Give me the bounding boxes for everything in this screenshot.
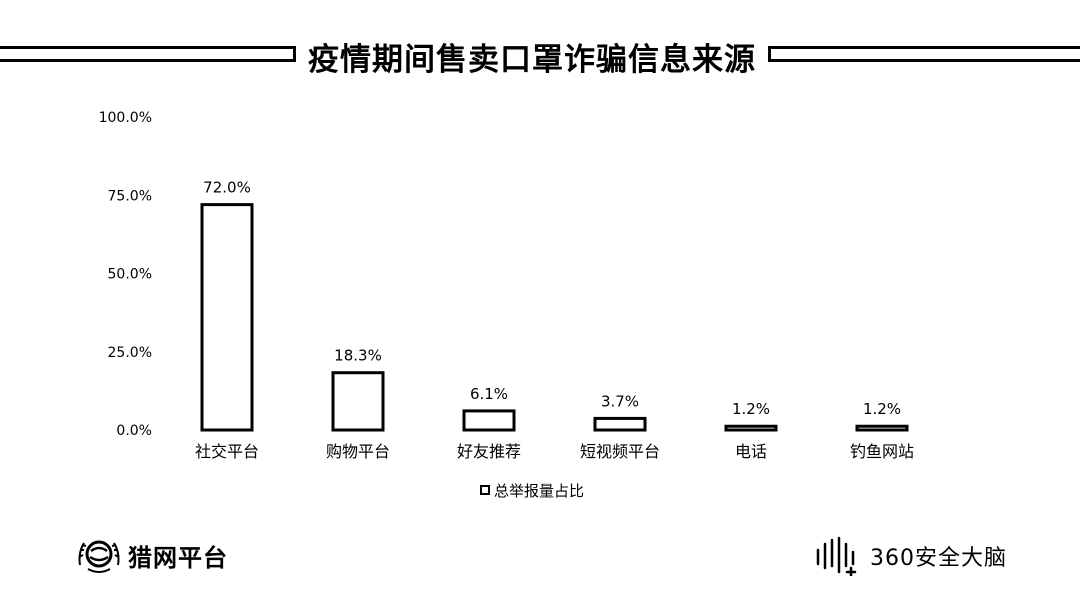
bar (331, 371, 385, 432)
bar (200, 203, 254, 432)
x-tick-label: 电话 (735, 442, 767, 461)
data-label: 1.2% (732, 400, 770, 418)
y-tick-label: 75.0% (108, 188, 152, 204)
globe-emblem-icon (78, 540, 120, 573)
lieWang-logo: 猎网平台 (74, 535, 228, 575)
brain-bars-icon (816, 536, 857, 576)
y-tick-label: 25.0% (108, 345, 152, 361)
bar (593, 416, 647, 432)
logo-left-name: 猎网平台 (128, 543, 228, 572)
data-label: 6.1% (470, 385, 508, 403)
x-tick-label: 短视频平台 (580, 442, 660, 461)
brain360-logo: 360安全大脑 (814, 536, 1007, 576)
y-tick-label: 50.0% (108, 267, 152, 283)
data-label: 18.3% (334, 347, 382, 365)
x-tick-label: 钓鱼网站 (850, 442, 914, 461)
y-tick-label: 100.0% (99, 110, 152, 126)
x-tick-label: 好友推荐 (457, 442, 521, 461)
data-label: 3.7% (601, 392, 639, 410)
legend-swatch (480, 485, 490, 495)
legend: 总举报量占比 (480, 478, 584, 502)
data-label: 72.0% (203, 179, 251, 197)
bar (724, 424, 778, 432)
x-tick-label: 社交平台 (195, 442, 259, 461)
y-tick-label: 0.0% (116, 423, 152, 439)
legend-label: 总举报量占比 (494, 481, 585, 500)
chart-title: 疫情期间售卖口罩诈骗信息来源 (308, 42, 756, 78)
title-rule-right (768, 46, 1080, 62)
x-tick-label: 购物平台 (326, 442, 390, 461)
logo-right-name: 360安全大脑 (870, 546, 1007, 571)
bar (462, 409, 516, 432)
title-bar: 疫情期间售卖口罩诈骗信息来源 (0, 38, 1080, 88)
title-rule-left (0, 46, 296, 62)
bar (855, 424, 909, 432)
data-label: 1.2% (863, 400, 901, 418)
